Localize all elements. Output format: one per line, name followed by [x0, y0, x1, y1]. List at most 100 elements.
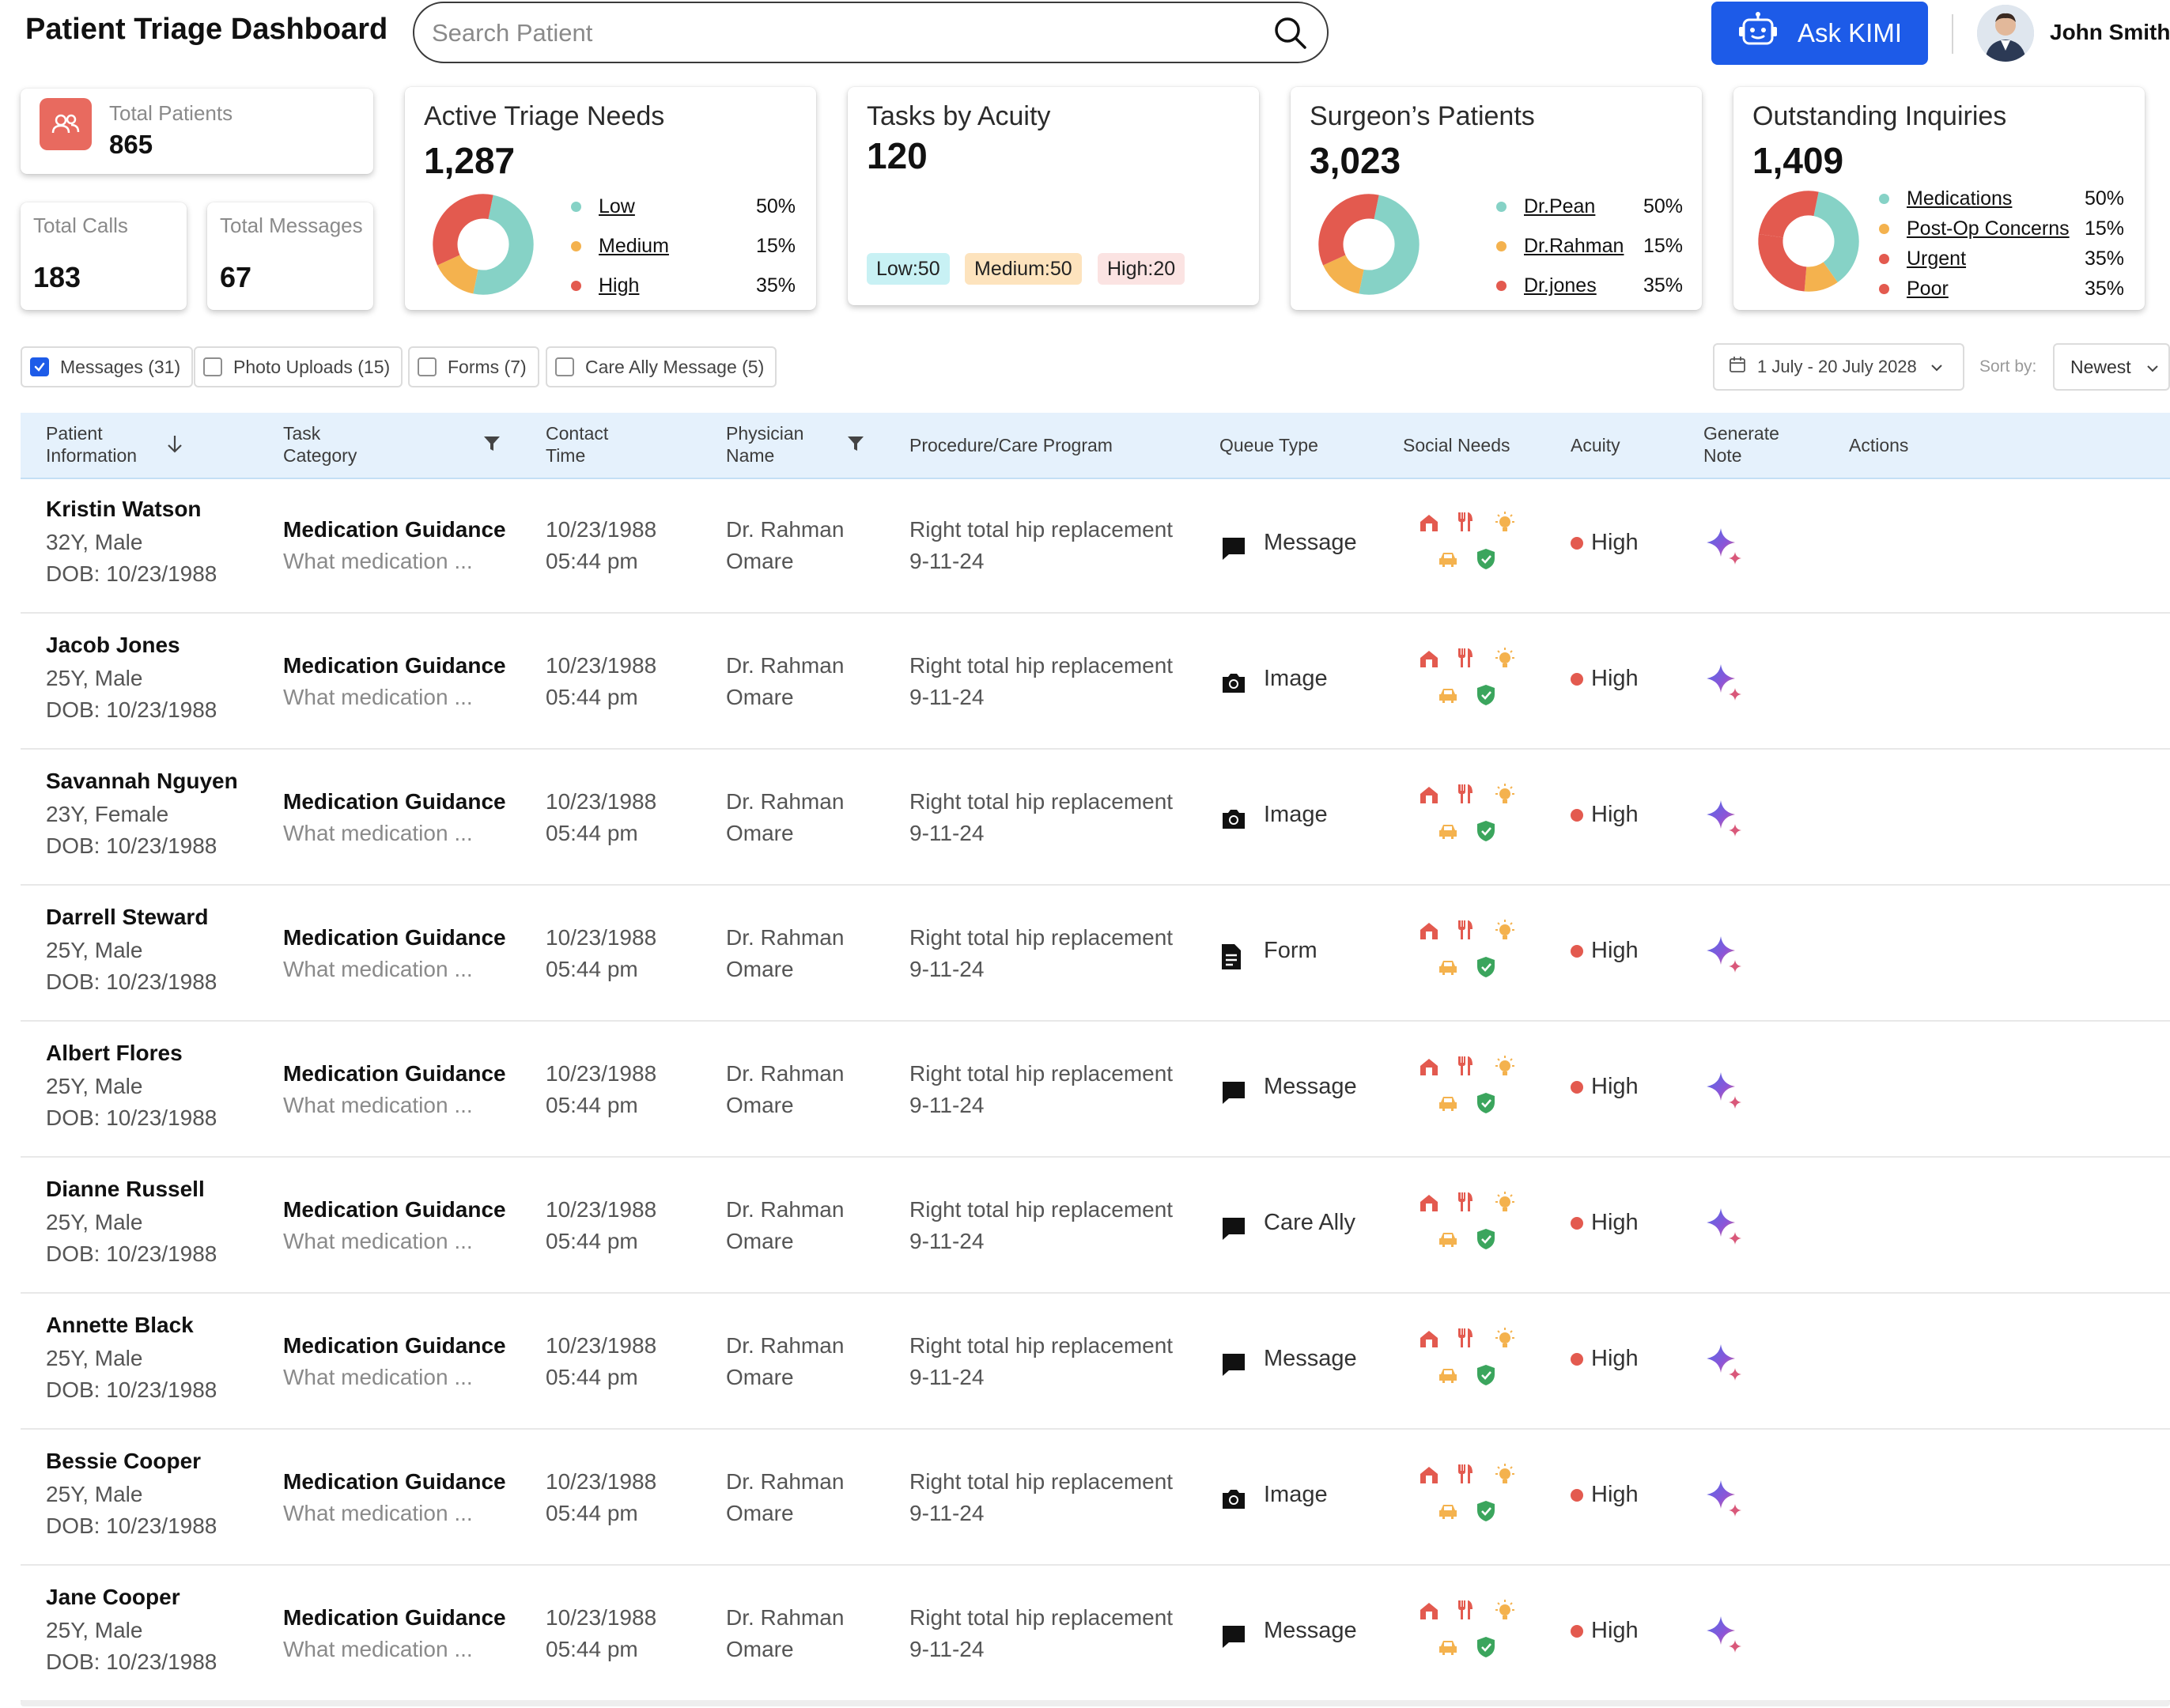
acuity-dot: [1571, 1624, 1583, 1638]
sparkle-icon[interactable]: [1705, 663, 1745, 708]
row-actions[interactable]: [1847, 645, 1942, 709]
patient-name[interactable]: Savannah Nguyen: [46, 769, 238, 793]
queue-type: Care Ally: [1264, 1210, 1356, 1235]
legend-dot: [1496, 201, 1507, 212]
legend-link[interactable]: Dr.jones: [1524, 274, 1597, 297]
legend-link[interactable]: Dr.Pean: [1524, 195, 1596, 217]
table-row[interactable]: Bessie Cooper 25Y, Male DOB: 10/23/1988 …: [21, 1430, 2170, 1566]
patient-name[interactable]: Jacob Jones: [46, 633, 180, 657]
acuity-label: High: [1591, 1482, 1639, 1507]
contact-time: 05:44 pm: [546, 549, 638, 573]
table-row[interactable]: Jacob Jones 25Y, Male DOB: 10/23/1988 Me…: [21, 614, 2170, 750]
filter-funnel-icon[interactable]: [846, 434, 865, 457]
legend-link[interactable]: Poor: [1907, 277, 1949, 300]
search-bar[interactable]: [413, 2, 1329, 63]
search-input[interactable]: [430, 13, 1240, 54]
column-header-patient[interactable]: Patient Information: [46, 422, 137, 467]
patient-name[interactable]: Darrell Steward: [46, 905, 209, 929]
checkbox[interactable]: [418, 357, 437, 376]
physician-surname: Omare: [726, 1229, 794, 1253]
legend-dot: [1879, 193, 1889, 204]
avatar[interactable]: [1977, 5, 2034, 62]
sparkle-icon[interactable]: [1705, 935, 1745, 980]
filter-chip-forms[interactable]: Forms (7): [408, 346, 539, 387]
row-actions[interactable]: [1847, 1189, 1942, 1253]
sparkle-icon[interactable]: [1705, 1479, 1745, 1524]
table-row[interactable]: Annette Black 25Y, Male DOB: 10/23/1988 …: [21, 1294, 2170, 1430]
tasks-by-acuity-card: Tasks by Acuity 120 Low:50 Medium:50 Hig…: [848, 87, 1259, 305]
sparkle-icon[interactable]: [1705, 1071, 1745, 1116]
contact-date: 10/23/1988: [546, 1469, 657, 1494]
row-actions[interactable]: [1847, 509, 1942, 572]
date-range-picker[interactable]: 1 July - 20 July 2028: [1713, 343, 1964, 391]
legend-link[interactable]: Medium: [599, 234, 669, 257]
contact-date: 10/23/1988: [546, 517, 657, 542]
legend-link[interactable]: Urgent: [1907, 247, 1967, 270]
ask-kimi-button[interactable]: Ask KIMI: [1711, 2, 1928, 65]
sparkle-icon[interactable]: [1705, 1615, 1745, 1660]
sparkle-icon[interactable]: [1705, 527, 1745, 572]
task-category: Medication Guidance: [283, 653, 506, 678]
legend-dot: [571, 280, 581, 291]
sort-select[interactable]: Newest: [2053, 343, 2170, 391]
legend-link[interactable]: High: [599, 274, 640, 297]
legend-item-dr-rahman: Dr.Rahman 15%: [1496, 232, 1683, 259]
contact-time: 05:44 pm: [546, 821, 638, 845]
filter-funnel-icon[interactable]: [482, 434, 501, 457]
column-header-procedure[interactable]: Procedure/Care Program: [909, 435, 1113, 455]
column-header-generate[interactable]: Generate Note: [1703, 422, 1779, 467]
search-icon[interactable]: [1273, 16, 1308, 55]
patient-name[interactable]: Annette Black: [46, 1313, 194, 1337]
patient-name[interactable]: Albert Flores: [46, 1041, 183, 1065]
card-title: Surgeon’s Patients: [1310, 101, 1535, 131]
column-header-social[interactable]: Social Needs: [1403, 435, 1510, 455]
patient-name[interactable]: Dianne Russell: [46, 1177, 205, 1201]
column-header-task[interactable]: Task Category: [283, 422, 357, 467]
column-header-acuity[interactable]: Acuity: [1571, 435, 1620, 455]
sparkle-icon[interactable]: [1705, 1207, 1745, 1252]
checkbox[interactable]: [203, 357, 222, 376]
chip-label: Photo Uploads (15): [233, 356, 391, 377]
filter-chip-messages[interactable]: Messages (31): [21, 346, 194, 387]
message-icon: [1219, 1351, 1248, 1383]
header-line: Contact: [546, 423, 609, 444]
sparkle-icon[interactable]: [1705, 1343, 1745, 1388]
legend-link[interactable]: Low: [599, 195, 635, 217]
table-row[interactable]: Jane Cooper 25Y, Male DOB: 10/23/1988 Me…: [21, 1566, 2170, 1702]
column-header-physician[interactable]: Physician Name: [726, 422, 803, 467]
sparkle-icon[interactable]: [1705, 799, 1745, 844]
column-header-queue[interactable]: Queue Type: [1219, 435, 1318, 455]
checkbox[interactable]: [555, 357, 574, 376]
checkbox-checked[interactable]: [30, 357, 49, 376]
table-row[interactable]: Savannah Nguyen 23Y, Female DOB: 10/23/1…: [21, 750, 2170, 886]
legend-link[interactable]: Post-Op Concerns: [1907, 217, 2070, 240]
sort-arrow-down-icon[interactable]: [166, 434, 183, 459]
table-row[interactable]: Kristin Watson 32Y, Male DOB: 10/23/1988…: [21, 478, 2170, 614]
task-preview: What medication ...: [283, 1365, 473, 1389]
card-title: Outstanding Inquiries: [1752, 101, 2007, 131]
filter-chip-care-ally[interactable]: Care Ally Message (5): [546, 346, 777, 387]
row-actions[interactable]: [1847, 1325, 1942, 1389]
contact-time: 05:44 pm: [546, 957, 638, 981]
row-actions[interactable]: [1847, 1597, 1942, 1661]
shield-check-icon: [1476, 1227, 1496, 1255]
legend-link[interactable]: Dr.Rahman: [1524, 234, 1624, 257]
patient-name[interactable]: Bessie Cooper: [46, 1449, 202, 1473]
row-actions[interactable]: [1847, 917, 1942, 981]
legend-link[interactable]: Medications: [1907, 187, 2013, 210]
table-row[interactable]: Dianne Russell 25Y, Male DOB: 10/23/1988…: [21, 1158, 2170, 1294]
legend-pct: 35%: [2084, 277, 2124, 300]
column-header-actions[interactable]: Actions: [1849, 435, 1909, 455]
house-icon: [1419, 1056, 1439, 1081]
table-row[interactable]: Darrell Steward 25Y, Male DOB: 10/23/198…: [21, 886, 2170, 1022]
column-header-contact[interactable]: Contact Time: [546, 422, 608, 467]
procedure-date: 9-11-24: [909, 1229, 985, 1253]
row-actions[interactable]: [1847, 1461, 1942, 1525]
patient-name[interactable]: Jane Cooper: [46, 1585, 180, 1609]
patient-name[interactable]: Kristin Watson: [46, 497, 202, 521]
row-actions[interactable]: [1847, 781, 1942, 845]
row-actions[interactable]: [1847, 1053, 1942, 1117]
table-row[interactable]: Albert Flores 25Y, Male DOB: 10/23/1988 …: [21, 1022, 2170, 1158]
filter-chip-photo-uploads[interactable]: Photo Uploads (15): [194, 346, 403, 387]
horizontal-scrollbar[interactable]: [21, 1700, 2170, 1706]
